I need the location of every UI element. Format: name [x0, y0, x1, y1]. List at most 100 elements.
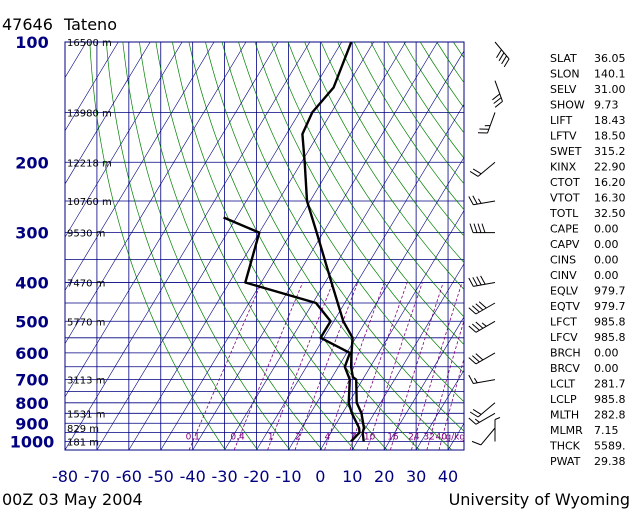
index-name: TOTL [549, 207, 579, 220]
index-name: EQLV [550, 285, 579, 298]
index-value: 985.8 [594, 393, 626, 406]
index-name: CINV [550, 269, 577, 282]
dry-adiabat-line [254, 42, 464, 374]
y-tick-label: 400 [15, 274, 48, 293]
observation-time: 00Z 03 May 2004 [2, 490, 143, 509]
index-value: 0.00 [594, 223, 619, 236]
dry-adiabat-line [172, 42, 388, 450]
index-value: 979.7 [594, 300, 626, 313]
sounding-line [223, 216, 361, 443]
dry-adiabat-line [139, 42, 323, 450]
isotherm-line [192, 42, 438, 450]
y-tick-label: 300 [15, 224, 48, 243]
index-name: SLAT [550, 52, 577, 65]
wind-barb [469, 161, 496, 177]
height-labels: 16500 m 13980 m 12218 m 10760 m 9530 m 7470 m… [67, 38, 112, 449]
index-name: CAPE [550, 223, 579, 236]
isotherm-line [65, 42, 151, 185]
isotherm-line [65, 42, 279, 398]
wind-barb [468, 374, 496, 384]
height-label: 7470 m [67, 279, 105, 290]
height-label: 13980 m [67, 108, 112, 119]
wind-barb [468, 301, 496, 315]
dry-adiabat-line [105, 42, 258, 450]
index-value: 31.00 [594, 83, 626, 96]
mixing-ratio-line [438, 357, 464, 450]
dry-adiabat-line [155, 42, 356, 450]
wind-barb [468, 195, 496, 206]
wind-barb [469, 402, 496, 418]
index-name: SHOW [550, 99, 585, 112]
y-tick-label: 600 [15, 344, 48, 363]
mixing-ratio-label: 7 [350, 433, 356, 443]
index-name: THCK [549, 440, 581, 453]
index-value: 29.38 [594, 455, 626, 468]
isotherm-line [65, 42, 247, 345]
isotherm-line [288, 156, 464, 450]
index-value: 22.90 [594, 161, 626, 174]
x-tick-label: -80 [52, 467, 78, 486]
mixing-ratio-label: 0.1 [186, 433, 200, 443]
x-tick-label: -60 [116, 467, 142, 486]
x-tick-label: -30 [212, 467, 238, 486]
y-tick-label: 700 [15, 371, 48, 390]
wind-barbs [468, 41, 510, 446]
index-value: 18.50 [594, 130, 626, 143]
index-value: 0.00 [594, 254, 619, 267]
mixing-ratio-label: 1 [268, 433, 274, 443]
index-value: 281.7 [594, 378, 626, 391]
index-value: 985.8 [594, 316, 626, 329]
height-label: 829 m [67, 424, 99, 435]
index-name: LFTV [550, 130, 577, 143]
index-name: VTOT [550, 192, 580, 205]
mixing-ratio-line [267, 282, 334, 450]
mixing-ratio-line [188, 282, 262, 450]
isotherm-line [415, 369, 464, 450]
mixing-ratio-label: 32 [423, 433, 434, 443]
isotherm-line [383, 316, 464, 450]
sounding-line [301, 42, 366, 442]
height-label: 1531 m [67, 409, 105, 420]
index-name: CINS [550, 254, 576, 267]
stability-indices: SLAT 36.05 SLON 140.1 SELV 31.00 SHOW 9.73 LIFT 1… [549, 52, 626, 468]
mixing-ratio-line [366, 282, 423, 450]
y-tick-label: 900 [15, 414, 48, 433]
index-value: 0.00 [594, 269, 619, 282]
x-tick-label: -70 [84, 467, 110, 486]
isotherm-line [256, 103, 464, 450]
index-name: PWAT [550, 455, 581, 468]
credit: University of Wyoming [449, 490, 630, 509]
dry-adiabat-line [188, 42, 420, 450]
x-tick-label: 40 [438, 467, 458, 486]
index-name: MLTH [550, 409, 579, 422]
wind-barb [468, 320, 496, 333]
height-label: 9530 m [67, 229, 105, 240]
index-value: 315.2 [594, 145, 626, 158]
index-value: 32.50 [594, 207, 626, 220]
mixing-ratio-label: 24 [408, 433, 420, 443]
mixing-ratio-line [411, 282, 463, 450]
mixing-ratio-lines [188, 282, 464, 450]
index-value: 979.7 [594, 285, 626, 298]
dry-adiabat-line [89, 42, 226, 450]
x-tick-label: 10 [342, 467, 362, 486]
dry-adiabat-line [205, 42, 453, 450]
dry-adiabat-line [238, 42, 464, 403]
isotherm-line [65, 42, 183, 238]
y-tick-label: 800 [15, 394, 48, 413]
wind-barb [494, 417, 501, 442]
mixing-ratio-label: 4 [325, 433, 331, 443]
wind-barb [492, 80, 503, 108]
index-name: SWET [550, 145, 582, 158]
x-tick-label: 20 [374, 467, 394, 486]
index-value: 7.15 [594, 424, 619, 437]
index-value: 0.00 [594, 347, 619, 360]
mixing-ratio-label: 0.4 [230, 433, 245, 443]
index-value: 0.00 [594, 238, 619, 251]
index-value: 985.8 [594, 331, 626, 344]
dry-adiabats [89, 42, 464, 450]
x-tick-labels: -80 -70 -60 -50 -40 -30 -20 -10 0 10 20 30 40 [52, 467, 458, 486]
isotherm-line [320, 210, 464, 450]
